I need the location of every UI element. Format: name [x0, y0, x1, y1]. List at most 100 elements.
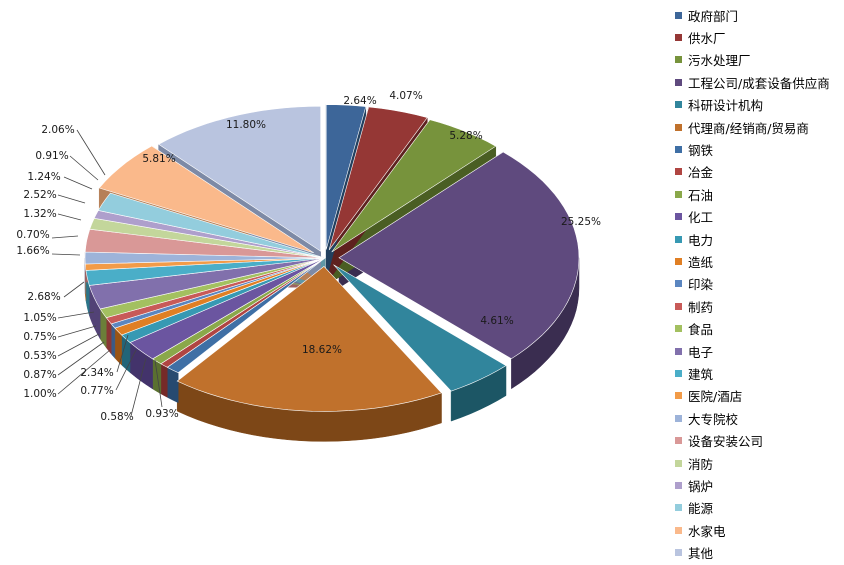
data-label-3: 5.28% [449, 130, 482, 142]
leader-line-9 [115, 349, 137, 391]
leader-line-17 [51, 253, 81, 256]
legend-label: 电子 [688, 344, 714, 360]
leader-line-19 [57, 213, 82, 221]
legend-item: 印染 [675, 273, 840, 295]
legend-item: 能源 [675, 497, 840, 519]
leader-line-10 [116, 334, 129, 373]
slice-6 [176, 265, 443, 412]
legend-label: 冶金 [688, 165, 714, 181]
legend-swatch [675, 213, 682, 221]
legend-swatch [675, 235, 682, 243]
data-label-19: 1.32% [23, 208, 56, 220]
legend-label: 石油 [688, 187, 714, 203]
leader-line-15 [57, 311, 95, 319]
legend-swatch [675, 437, 682, 445]
legend-item: 设备安装公司 [675, 429, 840, 451]
legend-item: 造纸 [675, 250, 840, 272]
legend-label: 科研设计机构 [688, 98, 764, 114]
legend-label: 设备安装公司 [688, 434, 764, 450]
data-label-15: 1.05% [23, 312, 56, 324]
legend-item: 其他 [675, 541, 840, 563]
leader-line-14 [57, 325, 97, 338]
legend-label: 印染 [688, 277, 714, 293]
slice-wall-8 [160, 363, 168, 398]
data-label-1: 2.64% [343, 95, 376, 107]
legend-item: 代理商/经销商/贸易商 [675, 116, 840, 138]
leader-line-18 [51, 235, 79, 239]
legend-label: 污水处理厂 [688, 53, 751, 69]
legend-item: 钢铁 [675, 138, 840, 160]
data-label-18: 0.70% [16, 229, 49, 241]
legend-swatch [675, 549, 682, 557]
data-label-23: 2.06% [41, 124, 74, 136]
legend-item: 工程公司/成套设备供应商 [675, 71, 840, 93]
legend-swatch [675, 280, 682, 288]
pie-data-labels: 2.64% 4.07% 5.28% 25.25% 4.61% 18.62% 0.93% 0.5… [16, 90, 601, 423]
legend-item: 医院/酒店 [675, 385, 840, 407]
legend-label: 食品 [688, 322, 714, 338]
slice-3 [331, 119, 497, 253]
legend-label: 消防 [688, 456, 714, 472]
legend-label: 电力 [688, 232, 714, 248]
legend-swatch [675, 11, 682, 19]
data-label-7: 0.93% [145, 408, 178, 420]
data-label-16: 2.68% [27, 291, 60, 303]
legend-swatch [675, 146, 682, 154]
leader-line-22 [69, 155, 99, 181]
data-label-20: 2.52% [23, 189, 56, 201]
leader-line-7 [154, 359, 163, 408]
leader-line-16 [63, 281, 85, 298]
slice-wall-7 [167, 366, 179, 404]
slice-25 [158, 105, 321, 252]
slice-4 [338, 151, 580, 360]
legend-label: 能源 [688, 501, 714, 517]
legend-label: 大专院校 [688, 411, 739, 427]
legend-item: 冶金 [675, 161, 840, 183]
data-label-22: 0.91% [35, 150, 68, 162]
legend-item: 制药 [675, 295, 840, 317]
legend-item: 化工 [675, 206, 840, 228]
legend-swatch [675, 459, 682, 467]
legend-label: 代理商/经销商/贸易商 [688, 120, 809, 136]
data-label-2: 4.07% [389, 90, 422, 102]
legend-label: 政府部门 [688, 8, 739, 24]
legend-item: 电力 [675, 228, 840, 250]
data-label-11: 1.00% [23, 388, 56, 400]
legend-label: 制药 [688, 299, 714, 315]
legend-swatch [675, 168, 682, 176]
legend-swatch [675, 504, 682, 512]
legend-item: 政府部门 [675, 4, 840, 26]
data-label-10: 2.34% [80, 367, 113, 379]
legend-swatch [675, 392, 682, 400]
chart-legend: 政府部门供水厂污水处理厂工程公司/成套设备供应商科研设计机构代理商/经销商/贸易… [675, 4, 840, 564]
legend-item: 消防 [675, 452, 840, 474]
legend-label: 供水厂 [688, 31, 726, 47]
leader-line-11 [57, 349, 111, 395]
data-label-25: 11.80% [226, 119, 266, 131]
legend-swatch [675, 56, 682, 64]
leader-line-21 [63, 176, 93, 190]
leader-line-13 [57, 333, 100, 357]
data-label-5: 4.61% [480, 315, 513, 327]
legend-swatch [675, 257, 682, 265]
leader-line-12 [57, 341, 105, 376]
slice-2 [328, 106, 428, 251]
slice-5 [333, 264, 507, 392]
legend-item: 科研设计机构 [675, 94, 840, 116]
pie-slices [84, 104, 580, 442]
legend-label: 医院/酒店 [688, 389, 743, 405]
legend-item: 大专院校 [675, 407, 840, 429]
legend-item: 食品 [675, 317, 840, 339]
legend-swatch [675, 302, 682, 310]
legend-item: 建筑 [675, 362, 840, 384]
legend-swatch [675, 369, 682, 377]
legend-swatch [675, 347, 682, 355]
legend-label: 化工 [688, 210, 714, 226]
slice-wall-13 [110, 323, 116, 359]
legend-swatch [675, 325, 682, 333]
legend-swatch [675, 190, 682, 198]
legend-label: 钢铁 [688, 143, 714, 159]
leader-line-8 [130, 357, 147, 417]
legend-swatch [675, 526, 682, 534]
data-label-24: 5.81% [142, 153, 175, 165]
